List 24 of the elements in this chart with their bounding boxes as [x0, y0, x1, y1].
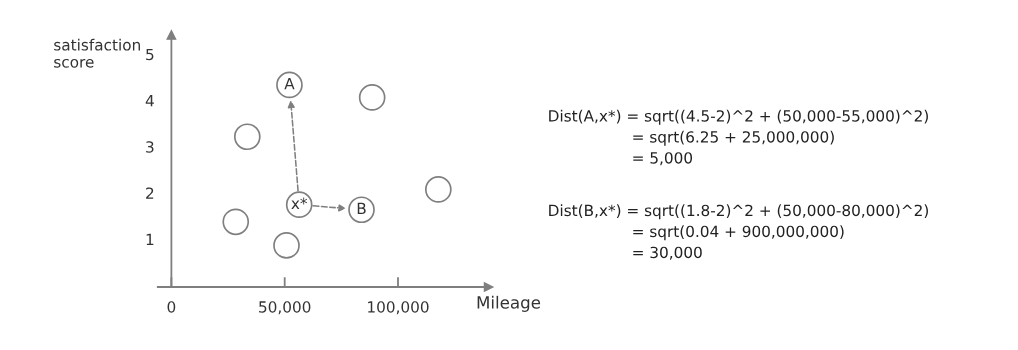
x-tick-label: 100,000: [368, 301, 429, 315]
y-tick-label: 1: [146, 233, 154, 245]
y-tick-label: 2: [146, 187, 154, 199]
text: = 5,000: [633, 152, 693, 166]
annotation: B: [357, 202, 366, 214]
annotation: x*: [291, 197, 308, 209]
text: Dist(A,x*) = sqrt((4.5-2)^2 + (50,000-55,000)^2): [549, 109, 928, 125]
y-axis-title: satisfaction score: [54, 38, 140, 68]
text: = sqrt(0.04 + 900,000,000): [633, 225, 844, 241]
text: = 30,000: [633, 246, 702, 260]
y-tick-label: 4: [145, 95, 154, 107]
y-tick-label: 3: [146, 141, 154, 153]
point: [222, 208, 250, 236]
x-tick-label: 50,000: [259, 301, 311, 315]
x-axis-title: Mileage: [477, 295, 541, 312]
text: = sqrt(6.25 + 25,000,000): [633, 130, 834, 146]
point: [358, 84, 386, 111]
point: [233, 123, 261, 151]
point: [424, 176, 452, 203]
text: Dist(B,x*) = sqrt((1.8-2)^2 + (50,000-80,000)^2): [549, 204, 928, 220]
point: [273, 232, 300, 259]
annotation: A: [284, 78, 295, 90]
x-tick-label: 0: [167, 301, 176, 313]
y-tick-label: 5: [146, 48, 154, 61]
